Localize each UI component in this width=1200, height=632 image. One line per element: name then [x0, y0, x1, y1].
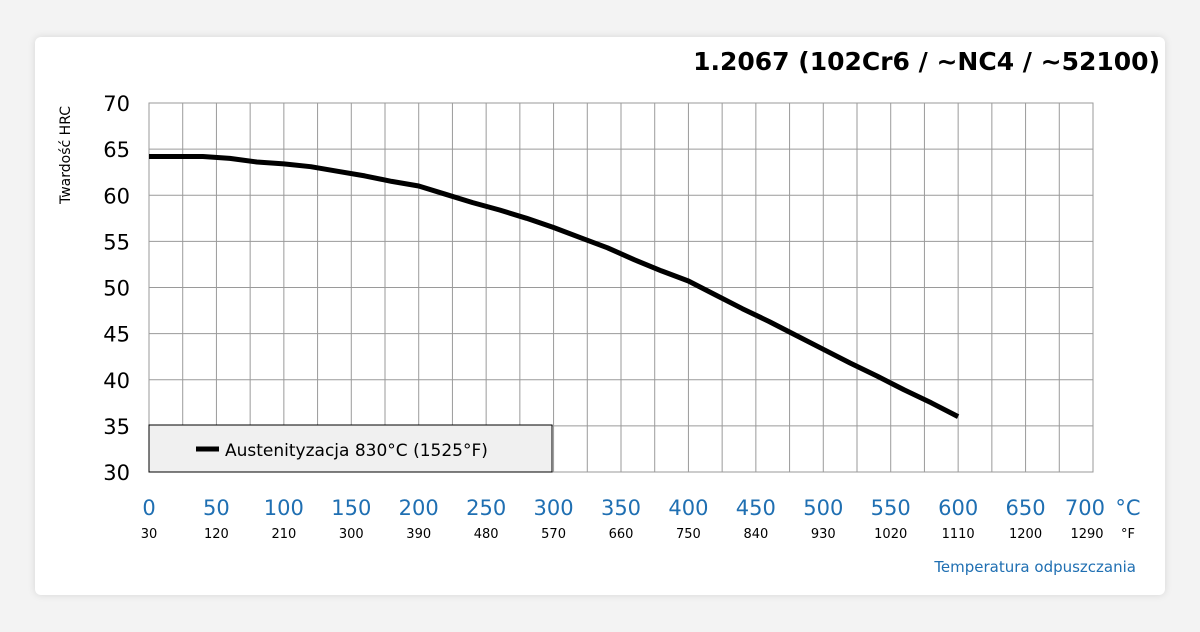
x-tick-label: 500	[803, 496, 843, 520]
x-tick-label-fahrenheit: 750	[676, 527, 701, 542]
x-tick-label: 300	[534, 496, 574, 520]
x-tick-label-fahrenheit: 390	[406, 527, 431, 542]
y-tick-label: 60	[103, 184, 130, 208]
y-tick-label: 40	[103, 369, 130, 393]
y-tick-labels: 30 35 40 45 50 55 60 65 70	[103, 92, 130, 485]
y-tick-label: 30	[103, 461, 130, 485]
legend: Austenityzacja 830°C (1525°F)	[148, 424, 553, 473]
x-tick-label: 350	[601, 496, 641, 520]
x-unit-celsius: °C	[1115, 496, 1140, 520]
x-tick-label-fahrenheit: 1110	[942, 527, 975, 542]
y-tick-label: 50	[103, 277, 130, 301]
y-tick-label: 65	[103, 138, 130, 162]
x-tick-label: 150	[331, 496, 371, 520]
x-tick-label-fahrenheit: 1020	[874, 527, 907, 542]
x-tick-labels-fahrenheit: 30 120 210 300 390 480 570 660 750 840 930 1020 1110…	[141, 527, 1104, 542]
x-tick-label-fahrenheit: 1200	[1009, 527, 1042, 542]
y-tick-label: 55	[103, 230, 130, 254]
x-tick-label: 400	[668, 496, 708, 520]
x-tick-label: 650	[1006, 496, 1046, 520]
x-tick-label-fahrenheit: 660	[609, 527, 634, 542]
x-tick-label-fahrenheit: 1290	[1070, 527, 1103, 542]
x-unit-fahrenheit: °F	[1121, 527, 1135, 542]
y-axis-label: Twardość HRC	[58, 106, 74, 205]
x-tick-label: 100	[264, 496, 304, 520]
x-tick-label-fahrenheit: 210	[271, 527, 296, 542]
y-tick-label: 45	[103, 323, 130, 347]
x-tick-label: 600	[938, 496, 978, 520]
x-tick-labels: 0 50 100 150 200 250 300 350 400 450 500 550 600 650 7…	[142, 496, 1105, 520]
series-layer	[149, 154, 960, 419]
x-tick-label: 550	[871, 496, 911, 520]
x-tick-label: 0	[142, 496, 155, 520]
x-tick-label-fahrenheit: 480	[474, 527, 499, 542]
x-tick-label-fahrenheit: 930	[811, 527, 836, 542]
x-tick-label-fahrenheit: 30	[141, 527, 158, 542]
x-tick-label-fahrenheit: 840	[743, 527, 768, 542]
x-tick-label: 250	[466, 496, 506, 520]
x-tick-label: 200	[399, 496, 439, 520]
series-line	[149, 154, 960, 419]
x-tick-label: 50	[203, 496, 230, 520]
x-tick-label-fahrenheit: 300	[339, 527, 364, 542]
y-tick-label: 35	[103, 415, 130, 439]
chart-title: 1.2067 (102Cr6 / ~NC4 / ~52100)	[693, 47, 1160, 76]
x-axis-label: Temperatura odpuszczania	[933, 558, 1136, 576]
legend-label: Austenityzacja 830°C (1525°F)	[225, 441, 488, 461]
x-tick-label: 700	[1065, 496, 1105, 520]
x-tick-label-fahrenheit: 570	[541, 527, 566, 542]
chart-card	[35, 37, 1165, 595]
plot-area-frame	[148, 102, 1094, 473]
x-tick-label: 450	[736, 496, 776, 520]
y-tick-label: 70	[103, 92, 130, 116]
x-tick-label-fahrenheit: 120	[204, 527, 229, 542]
